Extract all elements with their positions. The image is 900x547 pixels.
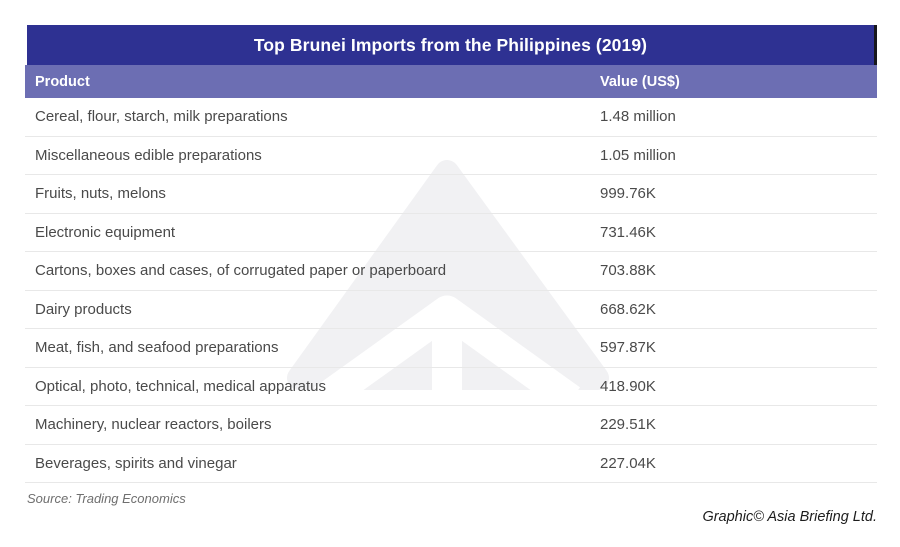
product-cell: Optical, photo, technical, medical appar… — [35, 377, 326, 395]
value-cell: 731.46K — [600, 223, 656, 241]
value-cell: 703.88K — [600, 262, 656, 280]
source-note: Source: Trading Economics — [27, 491, 186, 506]
product-cell: Electronic equipment — [35, 223, 176, 241]
product-cell: Cartons, boxes and cases, of corrugated … — [35, 262, 447, 280]
table-row: Cartons, boxes and cases, of corrugated … — [25, 252, 877, 291]
table-row: Electronic equipment 731.46K — [25, 214, 877, 252]
table-row: Optical, photo, technical, medical appar… — [25, 368, 877, 406]
credit-note: Graphic© Asia Briefing Ltd. — [702, 509, 877, 525]
asia-briefing-watermark-icon — [287, 160, 609, 410]
column-header-product: Product — [35, 73, 90, 90]
table-header-row: Product Value (US$) — [25, 65, 877, 98]
product-cell: Cereal, flour, starch, milk preparations — [35, 108, 288, 126]
table-row: Beverages, spirits and vinegar 227.04K — [25, 445, 877, 483]
value-cell: 229.51K — [600, 416, 656, 434]
table-row: Miscellaneous edible preparations 1.05 m… — [25, 137, 877, 175]
product-cell: Fruits, nuts, melons — [35, 185, 166, 203]
table-row: Cereal, flour, starch, milk preparations… — [25, 98, 877, 137]
value-cell: 418.90K — [600, 377, 656, 395]
product-cell: Machinery, nuclear reactors, boilers — [35, 416, 272, 434]
column-header-value: Value (US$) — [600, 73, 680, 90]
value-cell: 668.62K — [600, 300, 656, 318]
table-body: Cereal, flour, starch, milk preparations… — [25, 98, 877, 483]
value-cell: 1.48 million — [600, 108, 676, 126]
product-cell: Dairy products — [35, 300, 132, 318]
imports-table: Top Brunei Imports from the Philippines … — [25, 25, 877, 483]
value-cell: 1.05 million — [600, 146, 676, 164]
value-cell: 227.04K — [600, 454, 656, 472]
table-row: Fruits, nuts, melons 999.76K — [25, 175, 877, 214]
product-cell: Beverages, spirits and vinegar — [35, 454, 237, 472]
product-cell: Miscellaneous edible preparations — [35, 146, 262, 164]
table-row: Meat, fish, and seafood preparations 597… — [25, 329, 877, 368]
table-title: Top Brunei Imports from the Philippines … — [27, 25, 877, 65]
table-row: Machinery, nuclear reactors, boilers 229… — [25, 406, 877, 445]
value-cell: 999.76K — [600, 185, 656, 203]
product-cell: Meat, fish, and seafood preparations — [35, 339, 279, 357]
table-row: Dairy products 668.62K — [25, 291, 877, 329]
value-cell: 597.87K — [600, 339, 656, 357]
